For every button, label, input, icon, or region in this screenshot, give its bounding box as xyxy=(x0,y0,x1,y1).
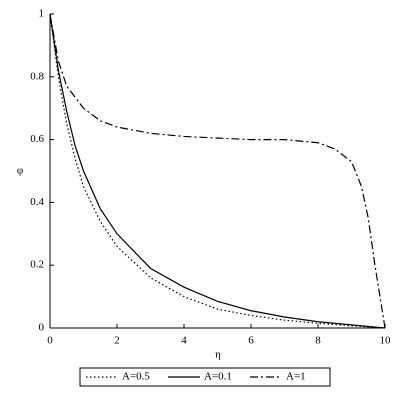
series-line xyxy=(49,13,386,329)
legend-label: A=1 xyxy=(286,371,306,383)
y-axis-label: φ xyxy=(17,165,23,177)
legend-box xyxy=(79,367,331,387)
y-tick-label: 0.4 xyxy=(30,196,44,208)
series-line xyxy=(49,13,386,329)
x-tick-label: 8 xyxy=(315,335,321,347)
y-tick-label: 0.2 xyxy=(30,259,44,271)
x-tick-label: 4 xyxy=(181,335,187,347)
y-tick-label: 1 xyxy=(39,8,45,20)
x-tick-label: 0 xyxy=(47,335,53,347)
x-axis-label: η xyxy=(215,349,221,361)
y-tick-label: 0.8 xyxy=(30,70,44,82)
legend-label: A=0.1 xyxy=(204,371,232,383)
x-tick-label: 10 xyxy=(380,335,392,347)
x-tick-label: 6 xyxy=(248,335,254,347)
series-line xyxy=(49,13,386,329)
legend-label: A=0.5 xyxy=(122,371,150,383)
y-tick-label: 0.6 xyxy=(30,133,44,145)
y-tick-label: 0 xyxy=(39,322,45,334)
x-tick-label: 2 xyxy=(114,335,120,347)
